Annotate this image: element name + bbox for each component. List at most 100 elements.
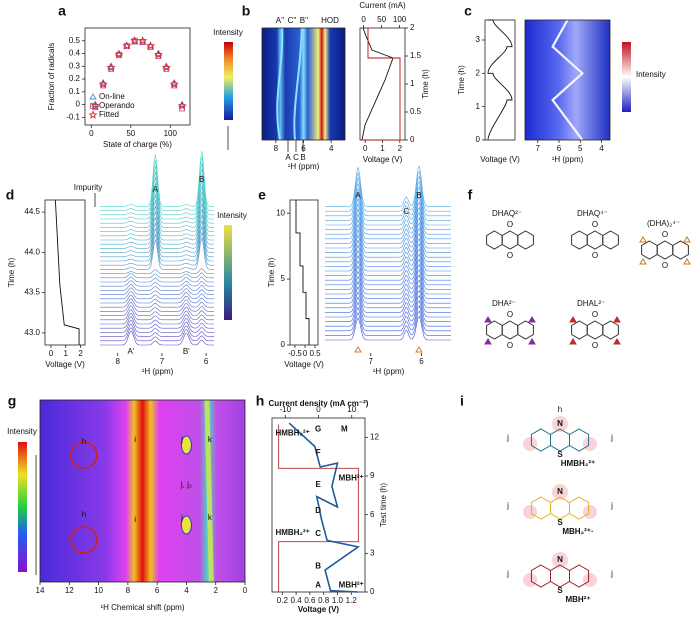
- axis-title: ¹H (ppm): [288, 162, 320, 171]
- peak-label: A: [355, 191, 361, 200]
- annotation: h: [82, 437, 86, 446]
- point: [99, 79, 107, 86]
- site-marker: [528, 316, 536, 323]
- colorbar-label: Intensity: [217, 211, 247, 220]
- spectrum: [100, 236, 214, 270]
- axis-title: Voltage (V): [480, 155, 520, 164]
- axis-title: Voltage (V): [363, 155, 403, 164]
- site-marker: [639, 236, 647, 243]
- point: [178, 100, 186, 108]
- ring: [586, 230, 604, 250]
- annotation: j, j₂: [180, 480, 192, 489]
- spectrum: [325, 196, 451, 235]
- point: [145, 41, 156, 50]
- tick-label: 0: [49, 349, 54, 358]
- axis-title: Time (h): [457, 65, 466, 95]
- legend-label: On-line: [99, 92, 125, 101]
- highlight: [552, 416, 568, 432]
- spectrum: [100, 156, 214, 211]
- colorbar: [622, 42, 631, 112]
- panel-label: e: [258, 187, 266, 203]
- point: [107, 62, 115, 69]
- tick-label: 0: [89, 129, 94, 138]
- spectrum: [325, 248, 451, 281]
- marker: [354, 346, 362, 353]
- tick-label: 5: [578, 144, 583, 153]
- legend-label: Operando: [99, 101, 135, 110]
- peak-label: B: [199, 175, 204, 184]
- species-label: MBH²⁺: [339, 581, 364, 590]
- tick-label: 6: [557, 144, 562, 153]
- atom-label: O: [592, 341, 598, 350]
- atom-label: S: [557, 586, 563, 595]
- point: [130, 36, 140, 45]
- axis-title: Current (mA): [359, 1, 406, 10]
- state-label: D: [315, 506, 321, 515]
- atom-label: O: [592, 251, 598, 260]
- point: [153, 50, 163, 59]
- point: [169, 79, 179, 89]
- ring: [571, 230, 588, 250]
- atom-label: N: [557, 487, 563, 496]
- axis-title: Time (h): [421, 69, 430, 99]
- tick-label: 1: [64, 349, 69, 358]
- panel-label: i: [460, 393, 464, 409]
- spectrum: [325, 295, 451, 322]
- tick-label: 14: [36, 586, 45, 595]
- trace: [278, 424, 359, 592]
- tick-label: 2: [398, 144, 403, 153]
- site-marker: [683, 258, 691, 265]
- annotation: k: [208, 513, 213, 522]
- spectrum: [100, 272, 214, 279]
- spectrum: [325, 175, 451, 217]
- axis-title: ¹H (ppm): [552, 155, 584, 164]
- plot-frame: [39, 399, 246, 583]
- spectrum: [100, 214, 214, 253]
- tick-label: -0.1: [66, 112, 80, 121]
- state-label: M: [341, 425, 348, 434]
- site-marker: [613, 338, 621, 345]
- species-label: HMBH₂²⁺: [275, 429, 309, 438]
- structure-name: DHAL²⁻: [577, 299, 605, 308]
- tick-label: 0.5: [69, 36, 81, 45]
- ring: [586, 320, 604, 340]
- spectrum: [100, 330, 214, 346]
- point: [89, 93, 97, 100]
- axis-title: Fraction of radicals: [47, 43, 56, 111]
- trace: [54, 199, 80, 345]
- spectrum: [100, 327, 214, 342]
- spectrum: [325, 217, 451, 253]
- spectrum: [100, 174, 214, 224]
- tick-label: 12: [65, 586, 74, 595]
- plot-frame: [524, 19, 611, 141]
- tick-label: -0.5: [288, 349, 302, 358]
- structure-name: DHA²⁻: [492, 299, 516, 308]
- spectrum: [100, 298, 214, 308]
- point: [162, 62, 171, 69]
- tick-label: 1: [476, 102, 481, 111]
- tick-label: 1.0: [332, 596, 344, 605]
- tick-label: 2: [476, 68, 481, 77]
- ring: [569, 428, 590, 452]
- spectrum: [100, 283, 214, 291]
- state-label: B: [315, 561, 321, 570]
- structure-name: DHAQ⁴⁻: [577, 209, 608, 218]
- annotation: Impurity: [74, 183, 102, 192]
- spectrum: [325, 284, 451, 313]
- spectrum: [100, 226, 214, 262]
- region: [180, 515, 192, 535]
- spectrum: [100, 197, 214, 241]
- atom-label: O: [507, 341, 513, 350]
- spectrum: [325, 258, 451, 290]
- spectrum: [100, 276, 214, 283]
- site-marker: [484, 338, 492, 345]
- tick-label: 6: [370, 510, 375, 519]
- tick-label: 8: [126, 586, 131, 595]
- site-label: h: [558, 405, 562, 414]
- plot-frame: [484, 19, 516, 141]
- highlight: [583, 505, 597, 519]
- trace: [295, 200, 310, 345]
- tick-label: -10: [280, 405, 292, 414]
- tick-label: 0.3: [69, 61, 81, 70]
- ring: [486, 320, 503, 340]
